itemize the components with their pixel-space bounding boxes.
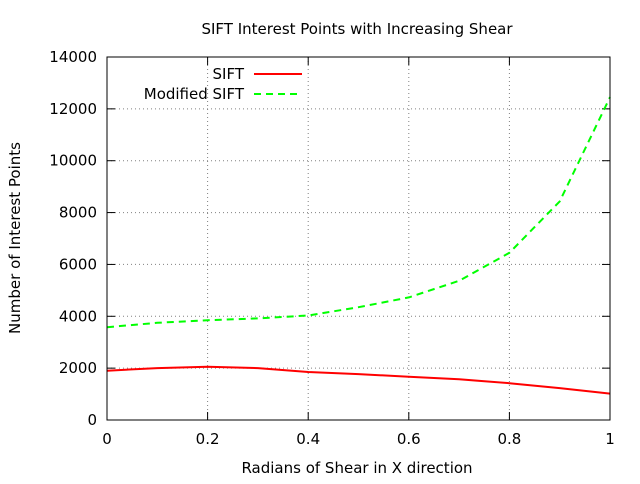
plot-area-border [106, 56, 611, 421]
y-tick-label: 8000 [59, 204, 97, 222]
x-tick-label: 0.4 [296, 430, 320, 448]
x-tick-label: 0.6 [397, 430, 421, 448]
axis-ticks: 0 2000 4000 6000 8000 10000 12000 14000 0 0.2 0.4 0… [49, 48, 614, 448]
y-tick-label: 10000 [49, 152, 97, 170]
data-series [106, 96, 611, 395]
legend: SIFT Modified SIFT [144, 65, 302, 103]
x-tick-label: 0 [102, 430, 112, 448]
x-axis-label: Radians of Shear in X direction [241, 459, 472, 477]
legend-label: SIFT [213, 65, 245, 83]
x-tick-label: 0.8 [497, 430, 521, 448]
y-tick-label: 12000 [49, 100, 97, 118]
grid [107, 57, 610, 420]
x-tick-label: 1 [605, 430, 615, 448]
legend-label: Modified SIFT [144, 85, 245, 103]
y-tick-label: 2000 [59, 359, 97, 377]
y-tick-label: 4000 [59, 307, 97, 325]
series-line-modified-sift [106, 96, 611, 329]
series-line-sift [106, 365, 611, 395]
x-tick-label: 0.2 [196, 430, 220, 448]
y-tick-label: 6000 [59, 255, 97, 273]
chart-title: SIFT Interest Points with Increasing She… [201, 20, 513, 38]
y-tick-label: 14000 [49, 48, 97, 66]
y-tick-label: 0 [87, 411, 97, 429]
y-axis-label: Number of Interest Points [6, 142, 24, 334]
